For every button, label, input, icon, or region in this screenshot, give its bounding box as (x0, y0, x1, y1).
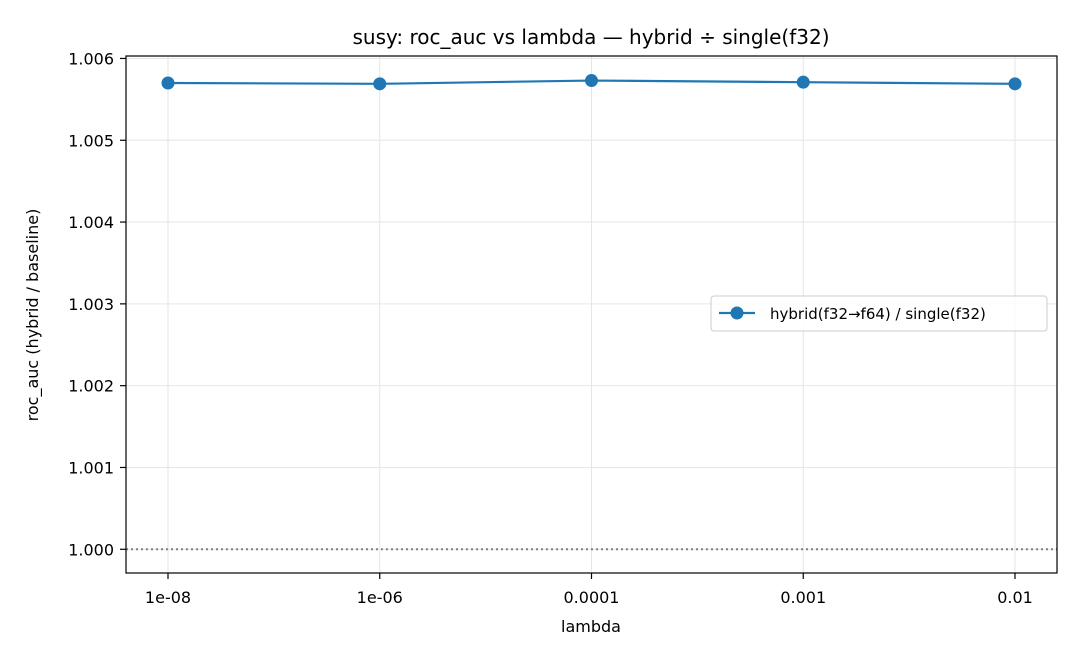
grid-layer (126, 56, 1057, 573)
y-tick-label: 1.006 (68, 49, 114, 68)
x-axis-title: lambda (561, 617, 621, 636)
data-point (585, 74, 598, 88)
axes-layer: 1e-08 1e-06 0.0001 0.001 0.01 1.000 1.001 1.002… (68, 49, 1058, 607)
legend-entry-label: hybrid(f32→f64) / single(f32) (770, 305, 986, 323)
legend-marker-swatch (730, 306, 744, 320)
data-point (1008, 77, 1022, 91)
x-tick-label: 0.0001 (564, 588, 620, 607)
data-point (796, 75, 810, 89)
y-tick-label: 1.001 (68, 458, 114, 477)
legend: hybrid(f32→f64) / single(f32) (710, 295, 1048, 332)
chart-title: susy: roc_auc vs lambda — hybrid ÷ singl… (352, 25, 829, 49)
y-tick-label: 1.004 (68, 213, 114, 232)
x-tick-label: 1e-08 (145, 588, 191, 607)
y-tick-label: 1.003 (68, 295, 114, 314)
y-tick-label: 1.005 (68, 131, 114, 150)
x-tick-label: 1e-06 (357, 588, 403, 607)
x-tick-label: 0.001 (780, 588, 826, 607)
data-point (373, 77, 387, 91)
data-point (161, 76, 175, 90)
y-tick-label: 1.002 (68, 377, 114, 396)
series-layer (161, 74, 1022, 91)
x-tick-label: 0.01 (997, 588, 1033, 607)
y-tick-label: 1.000 (68, 540, 114, 559)
legend-frame (710, 295, 1048, 332)
y-axis-title: roc_auc (hybrid / baseline) (23, 209, 43, 422)
